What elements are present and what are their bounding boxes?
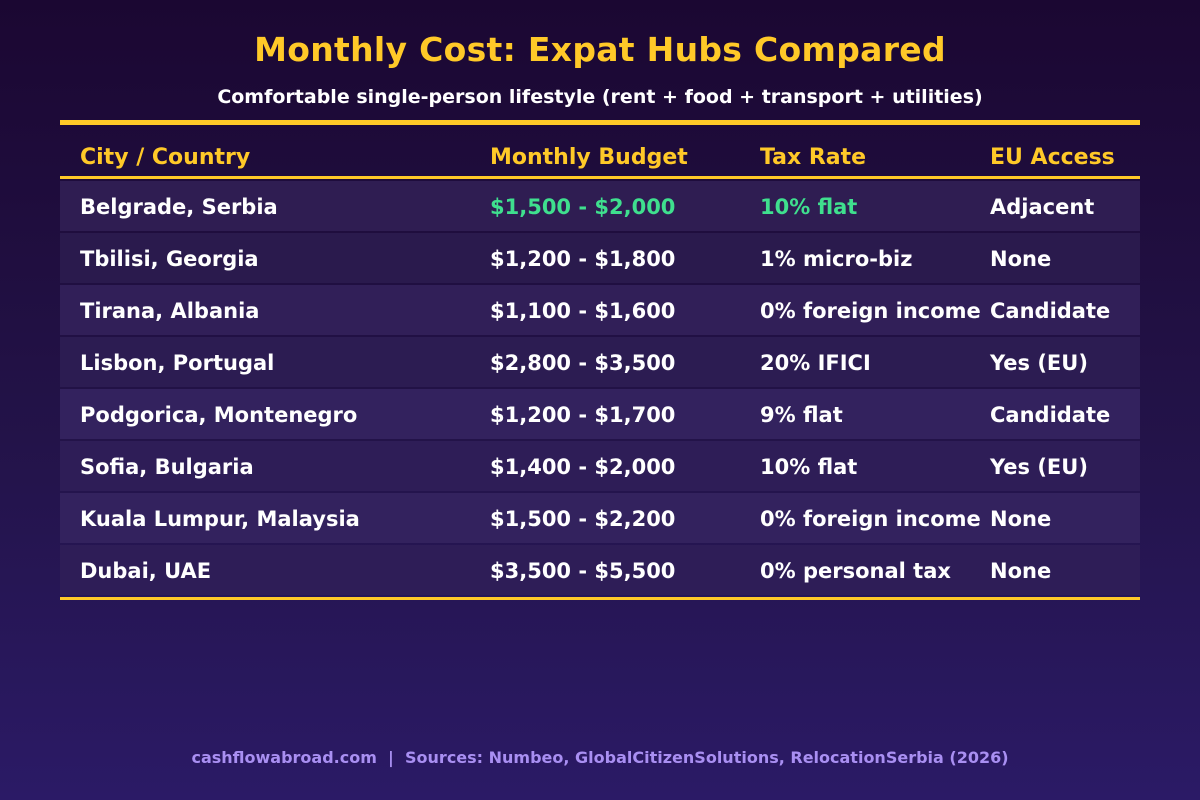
cell-budget: $1,100 - $1,600 (490, 299, 676, 323)
cell-eu-access: None (990, 247, 1052, 271)
cell-tax: 20% IFICI (760, 351, 871, 375)
cell-budget: $1,500 - $2,200 (490, 507, 676, 531)
cell-eu-access: Yes (EU) (990, 351, 1088, 375)
table-row: Tirana, Albania $1,100 - $1,600 0% foreign… (60, 285, 1140, 335)
table-body: Belgrade, Serbia $1,500 - $2,000 10% flat A… (60, 181, 1140, 595)
cell-budget: $1,400 - $2,000 (490, 455, 676, 479)
cell-tax: 0% foreign income (760, 299, 981, 323)
cell-eu-access: Candidate (990, 403, 1111, 427)
table-row: Kuala Lumpur, Malaysia $1,500 - $2,200 0% … (60, 493, 1140, 543)
footer-sources: cashflowabroad.com | Sources: Numbeo, Gl… (191, 748, 1009, 767)
cell-budget: $1,200 - $1,800 (490, 247, 676, 271)
table-row: Tbilisi, Georgia $1,200 - $1,800 1% micro-… (60, 233, 1140, 283)
cell-tax: 9% flat (760, 403, 843, 427)
cell-eu-access: Yes (EU) (990, 455, 1088, 479)
cell-city: Kuala Lumpur, Malaysia (80, 507, 360, 531)
cell-eu-access: None (990, 559, 1052, 583)
cell-budget: $1,500 - $2,000 (490, 195, 676, 219)
cell-budget: $1,200 - $1,700 (490, 403, 676, 427)
cell-budget: $2,800 - $3,500 (490, 351, 676, 375)
table-row: Dubai, UAE $3,500 - $5,500 0% personal tax… (60, 545, 1140, 595)
cell-tax: 0% foreign income (760, 507, 981, 531)
cell-city: Tbilisi, Georgia (80, 247, 259, 271)
cell-tax: 10% flat (760, 195, 858, 219)
table-header-row: City / Country Monthly Budget Tax Rate E… (60, 125, 1140, 176)
cell-eu-access: Adjacent (990, 195, 1095, 219)
cell-city: Dubai, UAE (80, 559, 212, 583)
cell-eu-access: Candidate (990, 299, 1111, 323)
column-header-tax: Tax Rate (760, 145, 867, 170)
chart-subtitle: Comfortable single-person lifestyle (ren… (217, 86, 983, 108)
table-row: Sofia, Bulgaria $1,400 - $2,000 10% flat Ye… (60, 441, 1140, 491)
column-header-city: City / Country (80, 145, 251, 170)
cell-city: Belgrade, Serbia (80, 195, 278, 219)
table-row: Podgorica, Montenegro $1,200 - $1,700 9% f… (60, 389, 1140, 439)
table-row: Lisbon, Portugal $2,800 - $3,500 20% IFICI… (60, 337, 1140, 387)
comparison-table: City / Country Monthly Budget Tax Rate E… (60, 120, 1140, 600)
chart-title: Monthly Cost: Expat Hubs Compared (254, 30, 946, 69)
cell-city: Sofia, Bulgaria (80, 455, 254, 479)
cell-tax: 10% flat (760, 455, 858, 479)
column-header-budget: Monthly Budget (490, 145, 688, 170)
cell-budget: $3,500 - $5,500 (490, 559, 676, 583)
cell-city: Tirana, Albania (80, 299, 260, 323)
cell-eu-access: None (990, 507, 1052, 531)
table-bottom-rule (60, 597, 1140, 600)
cell-tax: 0% personal tax (760, 559, 951, 583)
table-row: Belgrade, Serbia $1,500 - $2,000 10% flat A… (60, 181, 1140, 231)
table-top-rule (60, 120, 1140, 125)
cell-tax: 1% micro-biz (760, 247, 913, 271)
cell-city: Lisbon, Portugal (80, 351, 275, 375)
table-header-rule (60, 176, 1140, 179)
cell-city: Podgorica, Montenegro (80, 403, 358, 427)
column-header-eu-access: EU Access (990, 145, 1115, 170)
